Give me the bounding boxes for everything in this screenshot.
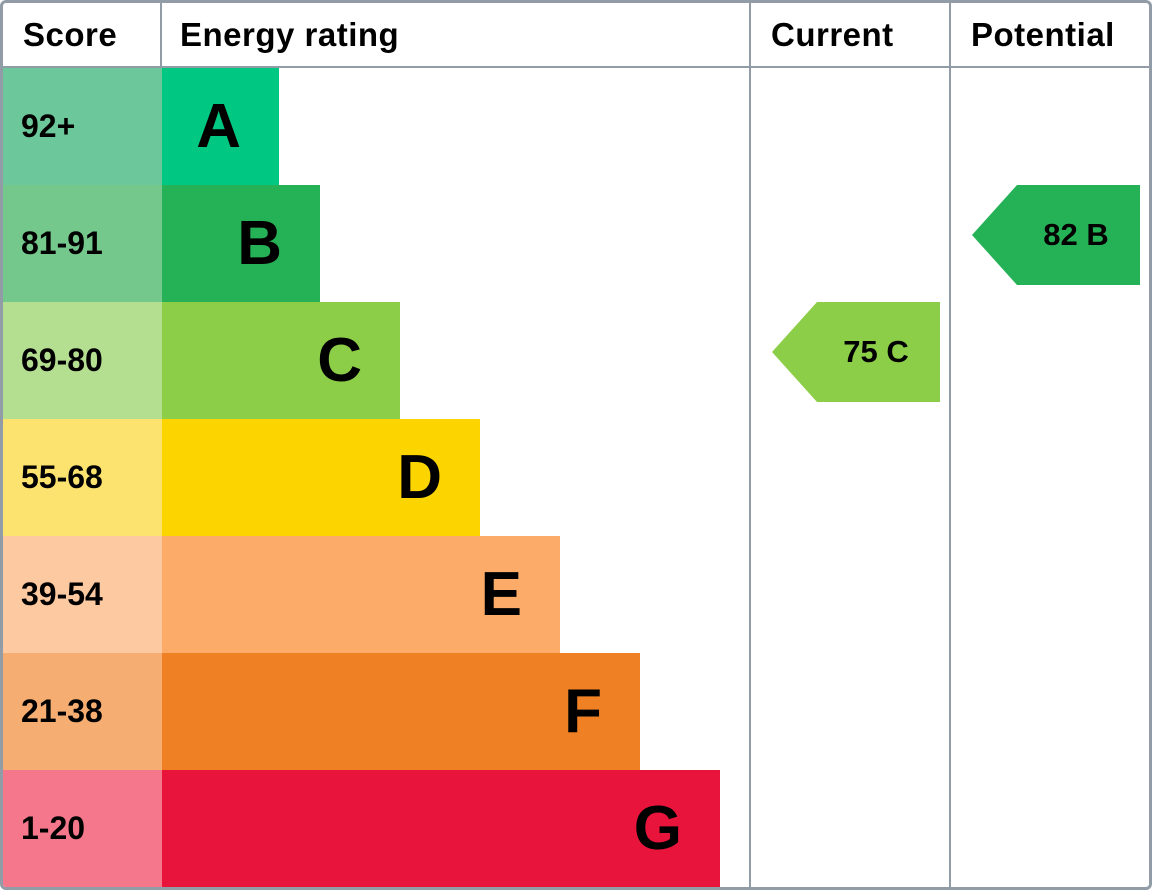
current-column-divider [749, 3, 751, 887]
score-cell-g: 1-20 [3, 770, 162, 887]
potential-column-divider [949, 3, 951, 887]
score-cell-d: 55-68 [3, 419, 162, 536]
header-score: Score [3, 3, 180, 66]
band-letter: E [480, 559, 522, 629]
score-cell-e: 39-54 [3, 536, 162, 653]
score-cell-b: 81-91 [3, 185, 162, 302]
band-letter: C [317, 325, 362, 395]
current-rating-label: 75 C [843, 334, 909, 369]
header-score-label: Score [23, 15, 118, 53]
band-letter: G [633, 793, 682, 863]
header-energy-rating: Energy rating [162, 3, 765, 66]
band-bar-a: A [162, 68, 279, 185]
band-bar-f: F [162, 653, 640, 770]
band-letter: A [196, 91, 241, 161]
header-current: Current [751, 3, 967, 66]
score-range-label: 81-91 [21, 225, 103, 261]
score-range-label: 69-80 [21, 342, 103, 378]
band-bar-e: E [162, 536, 560, 653]
potential-rating-arrow: 82 B [972, 185, 1140, 285]
score-cell-f: 21-38 [3, 653, 162, 770]
band-letter: B [237, 208, 282, 278]
score-cell-c: 69-80 [3, 302, 162, 419]
header-potential: Potential [951, 3, 1149, 66]
score-range-label: 39-54 [21, 576, 103, 612]
band-bar-d: D [162, 419, 480, 536]
potential-rating-label: 82 B [1043, 217, 1109, 252]
header-energy-rating-label: Energy rating [180, 15, 400, 53]
score-column-divider [160, 3, 162, 66]
header-current-label: Current [771, 15, 894, 53]
band-letter: F [564, 676, 602, 746]
band-bar-c: C [162, 302, 400, 419]
header-potential-label: Potential [971, 15, 1115, 53]
band-letter: D [397, 442, 442, 512]
band-bar-g: G [162, 770, 720, 887]
score-range-label: 55-68 [21, 459, 103, 495]
current-rating-arrow: 75 C [772, 302, 940, 402]
score-range-label: 1-20 [21, 810, 86, 846]
chart-body: Score Energy rating Current Potential 92… [3, 3, 1149, 887]
score-range-label: 21-38 [21, 693, 103, 729]
score-cell-a: 92+ [3, 68, 162, 185]
score-range-label: 92+ [21, 108, 76, 144]
band-bar-b: B [162, 185, 320, 302]
header-divider-line [3, 66, 1149, 68]
